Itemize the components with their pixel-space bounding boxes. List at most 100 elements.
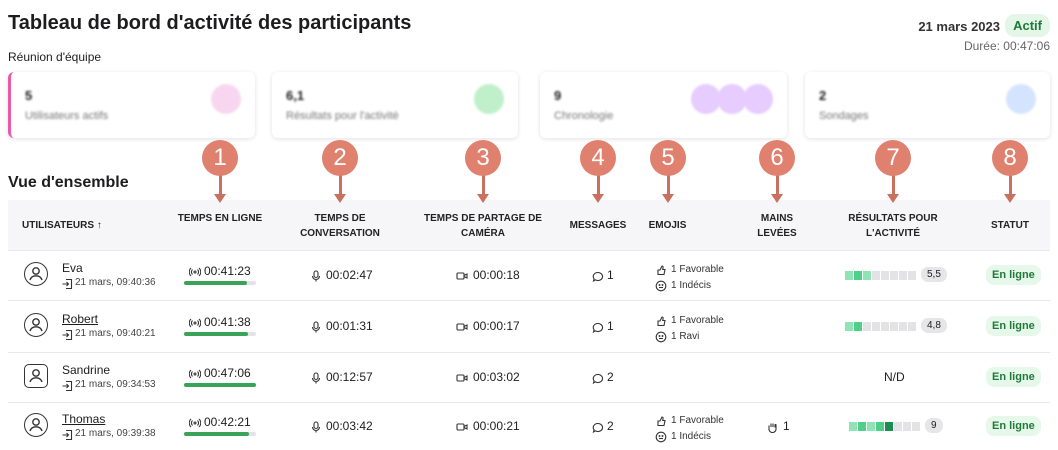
- row-divider: [8, 300, 1050, 301]
- emoji-count: 1 Indécis: [671, 431, 712, 442]
- camera-time: 00:00:17: [473, 319, 520, 333]
- result-score: 9: [925, 418, 943, 433]
- column-header: TEMPS DE CONVERSATION: [300, 213, 380, 239]
- result-segment: [890, 271, 898, 280]
- card-icon: [1006, 84, 1036, 114]
- callout-arrow: [1009, 170, 1012, 198]
- status-pill: En ligne: [986, 316, 1041, 336]
- join-time: 21 mars, 09:40:36: [75, 277, 156, 288]
- column-header: RÉSULTATS POUR L'ACTIVITÉ: [848, 213, 938, 239]
- message-icon: [592, 321, 604, 334]
- table-header: [8, 200, 1050, 250]
- result-score: 4,8: [921, 318, 947, 333]
- user-name: Thomas: [62, 412, 106, 426]
- online-icon: [188, 367, 202, 379]
- result-segment: [885, 422, 893, 431]
- join-time: 21 mars, 09:40:21: [75, 328, 156, 339]
- callout-arrow: [667, 170, 670, 198]
- card-label: Chronologie: [554, 110, 614, 122]
- online-icon: [188, 265, 202, 277]
- talk-icon: [310, 269, 322, 282]
- emoji-count: 1 Favorable: [671, 315, 724, 326]
- talk-icon: [310, 420, 322, 433]
- callout-arrowhead: [662, 194, 674, 203]
- talk-icon: [310, 320, 322, 333]
- message-count: 2: [607, 419, 614, 433]
- card-value: 2: [819, 88, 827, 103]
- result-segment: [872, 322, 880, 331]
- card-icon: [211, 84, 241, 114]
- emoji-icon: [655, 263, 667, 276]
- emoji-icon: [655, 414, 667, 427]
- duration: Durée: 00:47:06: [963, 39, 1050, 53]
- talk-time: 00:03:42: [326, 419, 373, 433]
- result-score: 5,5: [921, 267, 947, 282]
- online-icon: [188, 416, 202, 428]
- callout: 5: [650, 140, 686, 176]
- online-time: 00:47:06: [204, 366, 251, 380]
- status-pill: En ligne: [986, 416, 1041, 436]
- column-header: MAINS LEVÉES: [757, 213, 797, 239]
- card-value: 6,1: [286, 88, 305, 103]
- result-text: N/D: [884, 370, 905, 384]
- callout: 6: [759, 140, 795, 176]
- callout-arrow: [892, 170, 895, 198]
- camera-time: 00:00:21: [473, 419, 520, 433]
- result-segment: [863, 322, 871, 331]
- column-header: TEMPS EN LIGNE: [177, 213, 263, 224]
- emoji-icon: [655, 330, 667, 343]
- callout-arrow: [482, 170, 485, 198]
- hand-icon: [766, 420, 778, 434]
- result-segment: [908, 322, 916, 331]
- card-icon: [743, 84, 773, 114]
- callout: 1: [202, 140, 238, 176]
- message-count: 1: [607, 268, 614, 282]
- callout: 8: [992, 140, 1028, 176]
- subtitle: Réunion d'équipe: [8, 50, 102, 64]
- message-icon: [592, 372, 604, 385]
- callout-arrowhead: [887, 194, 899, 203]
- avatar: [24, 313, 48, 337]
- result-segment: [872, 271, 880, 280]
- result-segment: [894, 422, 902, 431]
- callout-arrowhead: [771, 194, 783, 203]
- callout: 3: [465, 140, 501, 176]
- emoji-count: 1 Favorable: [671, 264, 724, 275]
- emoji-count: 1 Ravi: [671, 331, 700, 342]
- status-pill: En ligne: [986, 367, 1041, 387]
- message-count: 1: [607, 319, 614, 333]
- callout-arrow: [597, 170, 600, 198]
- online-time: 00:41:23: [204, 264, 251, 278]
- join-icon: [61, 328, 73, 341]
- stat-card: 9 Chronologie: [540, 72, 787, 138]
- result-segment: [854, 271, 862, 280]
- user-name: Eva: [62, 261, 83, 275]
- callout: 2: [322, 140, 358, 176]
- join-icon: [61, 428, 73, 441]
- avatar: [24, 364, 48, 388]
- card-value: 9: [554, 88, 562, 103]
- online-bar: [184, 432, 249, 436]
- callout: 7: [875, 140, 911, 176]
- stat-card: 5 Utilisateurs actifs: [8, 72, 255, 138]
- card-icon: [691, 84, 721, 114]
- column-header: UTILISATEURS ↑: [22, 220, 102, 231]
- date: 21 mars 2023: [918, 19, 1000, 34]
- column-header: TEMPS DE PARTAGE DE CAMÉRA: [424, 213, 542, 239]
- join-icon: [61, 277, 73, 290]
- message-icon: [592, 421, 604, 434]
- message-count: 2: [607, 370, 614, 384]
- online-time: 00:42:21: [204, 415, 251, 429]
- result-segment: [867, 422, 875, 431]
- result-segment: [881, 322, 889, 331]
- emoji-icon: [655, 314, 667, 327]
- hands-count: 1: [783, 419, 790, 433]
- result-segment: [890, 322, 898, 331]
- callout-arrow: [339, 170, 342, 198]
- user-name: Robert: [62, 312, 99, 326]
- result-segment: [849, 422, 857, 431]
- callout-arrowhead: [1004, 194, 1016, 203]
- talk-time: 00:01:31: [326, 319, 373, 333]
- emoji-count: 1 Favorable: [671, 415, 724, 426]
